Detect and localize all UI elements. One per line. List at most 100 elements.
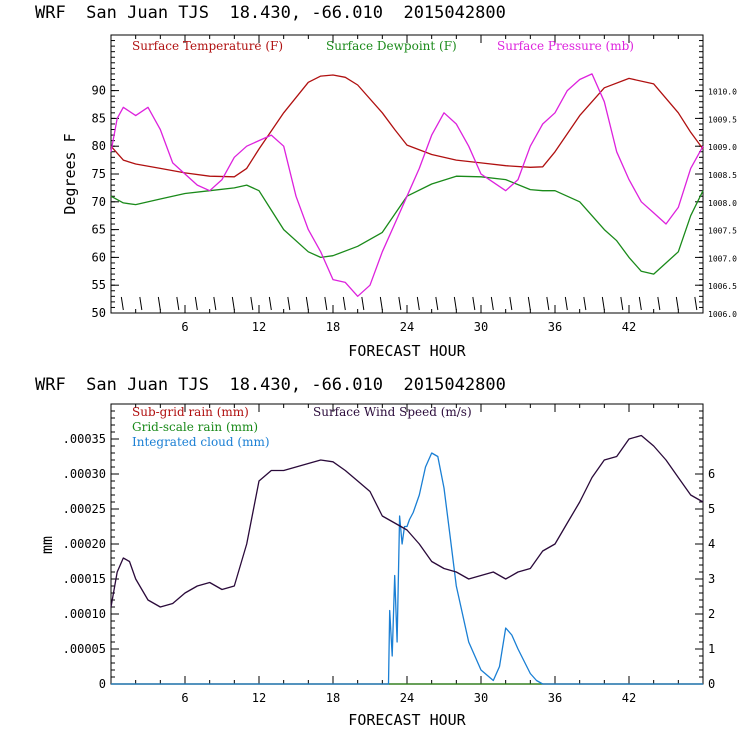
- wind-barb: [213, 296, 217, 311]
- top-y2-tick-label: 1009.0: [708, 143, 737, 152]
- legend-integrated-cloud: Integrated cloud (mm): [132, 435, 270, 449]
- bottom-y2-tick-label: 4: [708, 537, 715, 551]
- wind-barb: [601, 296, 605, 311]
- top-plot-frame: [110, 34, 704, 314]
- bottom-y-tick-label: .00015: [63, 572, 106, 586]
- bottom-x-tick-label: 42: [622, 691, 636, 705]
- top-chart-title: WRF San Juan TJS 18.430, -66.010 2015042…: [35, 3, 506, 23]
- bottom-x-tick-label: 36: [548, 691, 562, 705]
- top-y2-tick-label: 1007.0: [708, 254, 737, 263]
- top-y-tick-label: 60: [92, 250, 106, 264]
- top-y-tick-label: 50: [92, 306, 106, 320]
- wind-barb: [416, 296, 420, 311]
- wind-barb: [453, 296, 457, 311]
- bottom-series-line-3: [111, 452, 703, 685]
- bottom-y2-tick-label: 2: [708, 607, 715, 621]
- wind-barb: [398, 296, 402, 311]
- top-y-tick-label: 55: [92, 278, 106, 292]
- wind-barb: [472, 296, 476, 311]
- legend-subgrid-rain: Sub-grid rain (mm): [132, 405, 249, 419]
- top-x-tick-label: 18: [326, 320, 340, 334]
- bottom-y2-tick-label: 0: [708, 677, 715, 691]
- rain-wind-panel: WRF San Juan TJS 18.430, -66.010 2015042…: [35, 375, 715, 729]
- bottom-x-tick-label: 18: [326, 691, 340, 705]
- bottom-y2-tick-label: 1: [708, 642, 715, 656]
- wind-barb: [287, 296, 291, 311]
- bottom-chart-title: WRF San Juan TJS 18.430, -66.010 2015042…: [35, 375, 506, 395]
- top-y2-tick-label: 1008.0: [708, 199, 737, 208]
- top-y-tick-label: 70: [92, 195, 106, 209]
- bottom-y2-tick-label: 3: [708, 572, 715, 586]
- top-y2-tick-label: 1010.0: [708, 88, 737, 97]
- wind-barb: [675, 296, 679, 311]
- wind-barb: [564, 296, 568, 311]
- top-y-tick-label: 85: [92, 111, 106, 125]
- top-y2-tick-label: 1006.5: [708, 282, 737, 291]
- top-y2-tick-label: 1009.5: [708, 115, 737, 124]
- top-y2-tick-label: 1007.5: [708, 227, 737, 236]
- bottom-y2-tick-label: 5: [708, 502, 715, 516]
- bottom-x-tick-label: 6: [181, 691, 188, 705]
- wind-barb: [120, 296, 124, 311]
- wind-barb: [231, 296, 235, 311]
- wind-barb: [194, 296, 198, 311]
- bottom-y-tick-label: .00010: [63, 607, 106, 621]
- wind-barb: [305, 296, 309, 311]
- wind-barb: [379, 296, 383, 311]
- wind-barb: [546, 296, 550, 311]
- wind-barb: [139, 296, 143, 311]
- wind-barb: [527, 296, 531, 311]
- wind-barb: [268, 296, 272, 311]
- wind-barb: [342, 296, 346, 311]
- bottom-series-line-4: [110, 434, 704, 608]
- wind-barb: [157, 296, 161, 311]
- wind-barb: [324, 296, 328, 311]
- top-y2-tick-label: 1006.0: [708, 310, 737, 319]
- bottom-y-tick-label: .00035: [63, 432, 106, 446]
- wind-barb: [638, 296, 642, 311]
- bottom-x-tick-label: 24: [400, 691, 414, 705]
- bottom-y-axis-label: mm: [38, 536, 56, 554]
- wind-barb: [657, 296, 661, 311]
- top-series-line-2: [110, 175, 704, 275]
- bottom-y-tick-label: .00025: [63, 502, 106, 516]
- top-x-tick-label: 24: [400, 320, 414, 334]
- top-x-tick-label: 6: [181, 320, 188, 334]
- top-series-line-3: [110, 73, 704, 297]
- top-x-tick-label: 42: [622, 320, 636, 334]
- legend-surface-pressure: Surface Pressure (mb): [497, 39, 634, 53]
- top-y-axis-label: Degrees F: [61, 133, 79, 214]
- wind-barb: [435, 296, 439, 311]
- bottom-x-tick-label: 12: [252, 691, 266, 705]
- wind-barb: [509, 296, 513, 311]
- wind-barb: [694, 296, 698, 311]
- wind-barb: [176, 296, 180, 311]
- wind-barb: [250, 296, 254, 311]
- top-series-line-1: [110, 74, 704, 178]
- top-y2-tick-label: 1008.5: [708, 171, 737, 180]
- wind-barb: [361, 296, 365, 311]
- legend-gridscale-rain: Grid-scale rain (mm): [132, 420, 258, 434]
- top-y-tick-label: 80: [92, 139, 106, 153]
- temperature-panel: WRF San Juan TJS 18.430, -66.010 2015042…: [35, 3, 737, 360]
- bottom-x-tick-label: 30: [474, 691, 488, 705]
- wind-barb: [490, 296, 494, 311]
- bottom-y-tick-label: .00030: [63, 467, 106, 481]
- top-y-tick-label: 90: [92, 84, 106, 98]
- bottom-y-tick-label: .00020: [63, 537, 106, 551]
- top-x-tick-label: 30: [474, 320, 488, 334]
- top-x-tick-label: 36: [548, 320, 562, 334]
- bottom-y-tick-label: .00005: [63, 642, 106, 656]
- legend-surface-wind-speed: Surface Wind Speed (m/s): [313, 405, 472, 419]
- wind-barb: [583, 296, 587, 311]
- legend-surface-temperature: Surface Temperature (F): [132, 39, 283, 53]
- top-x-axis-label: FORECAST HOUR: [348, 342, 466, 360]
- top-y-tick-label: 65: [92, 223, 106, 237]
- bottom-y-tick-label: 0: [99, 677, 106, 691]
- top-y-tick-label: 75: [92, 167, 106, 181]
- wind-barb: [620, 296, 624, 311]
- top-x-tick-label: 12: [252, 320, 266, 334]
- bottom-x-axis-label: FORECAST HOUR: [348, 711, 466, 729]
- legend-surface-dewpoint: Surface Dewpoint (F): [326, 39, 457, 53]
